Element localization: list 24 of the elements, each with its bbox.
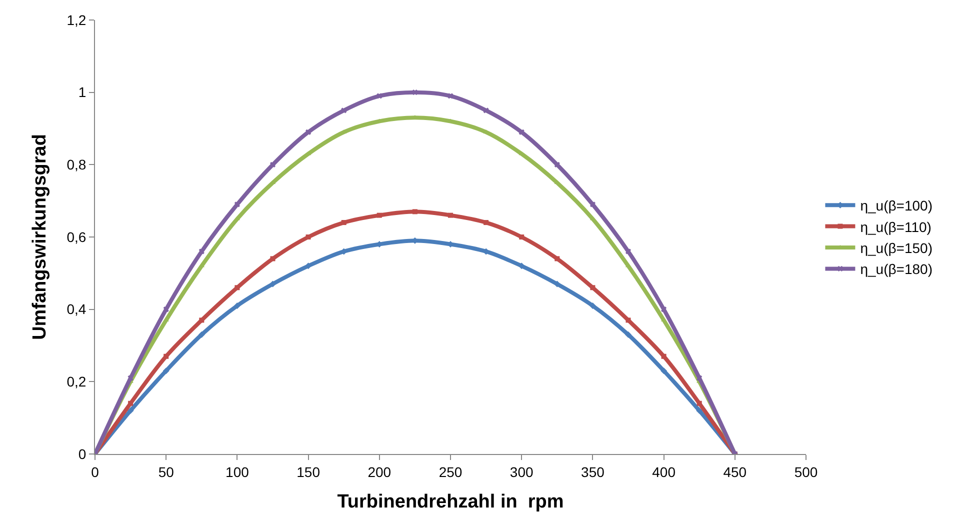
legend-label: η_u(β=100) [860, 198, 932, 214]
x-tick-label: 500 [794, 464, 818, 480]
y-tick-label: 0,2 [66, 374, 86, 390]
x-tick-label: 150 [296, 464, 320, 480]
y-tick-label: 0,6 [66, 228, 86, 245]
y-tick-label: 0 [78, 446, 86, 462]
x-tick-label: 350 [581, 464, 605, 480]
x-tick-label: 0 [91, 464, 100, 480]
y-axis-title: Umfangswirkungsgrad [30, 134, 51, 340]
legend-label: η_u(β=110) [860, 218, 932, 235]
legend-label: η_u(β=180) [860, 261, 932, 278]
x-tick-label: 50 [158, 464, 174, 480]
x-tick-label: 450 [723, 464, 747, 480]
x-tick-label: 250 [438, 464, 462, 480]
x-tick-label: 300 [510, 464, 534, 480]
y-tick-label: 0,4 [66, 301, 86, 318]
y-tick-label: 0,8 [66, 156, 86, 173]
x-tick-label: 400 [652, 464, 676, 480]
x-tick-label: 100 [226, 464, 250, 480]
y-tick-label: 1,2 [66, 12, 86, 28]
y-tick-label: 1 [78, 84, 86, 100]
x-axis-title: Turbinendrehzahl in rpm [337, 492, 564, 513]
legend-label: η_u(β=150) [860, 240, 932, 256]
x-tick-label: 200 [368, 464, 392, 480]
